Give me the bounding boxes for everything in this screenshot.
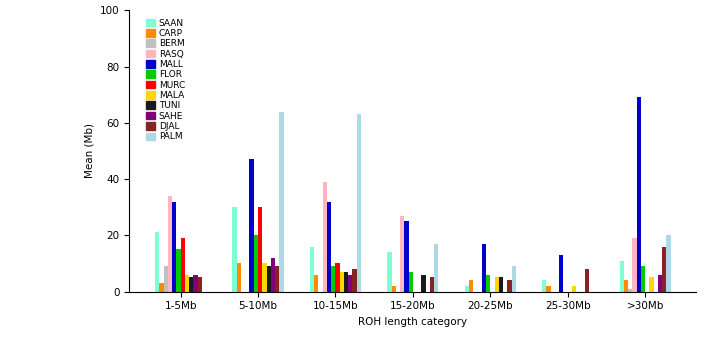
Bar <box>666 235 671 292</box>
Bar <box>495 277 499 292</box>
Bar <box>322 182 327 292</box>
Bar <box>499 277 503 292</box>
Bar <box>348 275 353 292</box>
Bar <box>391 286 396 292</box>
Bar <box>237 263 241 292</box>
Bar <box>637 97 641 292</box>
Bar <box>258 207 262 292</box>
Bar <box>400 216 404 292</box>
Bar <box>409 272 413 292</box>
Bar <box>508 280 511 292</box>
Bar <box>262 263 266 292</box>
Bar <box>344 272 348 292</box>
X-axis label: ROH length category: ROH length category <box>358 317 467 327</box>
Bar <box>197 277 202 292</box>
Bar <box>624 280 628 292</box>
Bar <box>662 247 666 292</box>
Bar <box>404 221 409 292</box>
Bar <box>159 283 164 292</box>
Bar <box>434 244 439 292</box>
Bar <box>649 277 653 292</box>
Bar <box>327 202 331 292</box>
Bar <box>177 249 180 292</box>
Bar <box>155 233 159 292</box>
Bar <box>279 111 284 292</box>
Bar <box>658 275 662 292</box>
Bar <box>542 280 546 292</box>
Bar <box>266 266 271 292</box>
Bar <box>469 280 473 292</box>
Bar <box>387 252 391 292</box>
Bar <box>486 275 490 292</box>
Bar <box>620 261 624 292</box>
Bar <box>314 275 318 292</box>
Bar <box>572 286 577 292</box>
Bar <box>310 247 314 292</box>
Bar <box>275 266 279 292</box>
Bar <box>559 255 564 292</box>
Bar <box>335 263 340 292</box>
Bar <box>193 275 197 292</box>
Bar <box>430 277 434 292</box>
Y-axis label: Mean (Mb): Mean (Mb) <box>84 123 94 178</box>
Bar <box>172 202 177 292</box>
Bar <box>641 266 645 292</box>
Bar <box>253 235 258 292</box>
Bar <box>331 266 335 292</box>
Bar <box>357 114 361 292</box>
Bar <box>353 269 357 292</box>
Bar <box>271 258 275 292</box>
Legend: SAAN, CARP, BERM, RASQ, MALL, FLOR, MURC, MALA, TUNI, SAHE, DJAL, PALM: SAAN, CARP, BERM, RASQ, MALL, FLOR, MURC… <box>145 17 186 142</box>
Bar <box>511 266 516 292</box>
Bar <box>546 286 551 292</box>
Bar <box>340 272 344 292</box>
Bar <box>233 207 237 292</box>
Bar <box>465 286 469 292</box>
Bar <box>185 275 189 292</box>
Bar <box>482 244 486 292</box>
Bar <box>249 159 253 292</box>
Bar <box>628 289 633 292</box>
Bar <box>633 238 637 292</box>
Bar <box>189 277 193 292</box>
Bar <box>168 196 172 292</box>
Bar <box>164 266 168 292</box>
Bar <box>584 269 589 292</box>
Bar <box>421 275 426 292</box>
Bar <box>180 238 185 292</box>
